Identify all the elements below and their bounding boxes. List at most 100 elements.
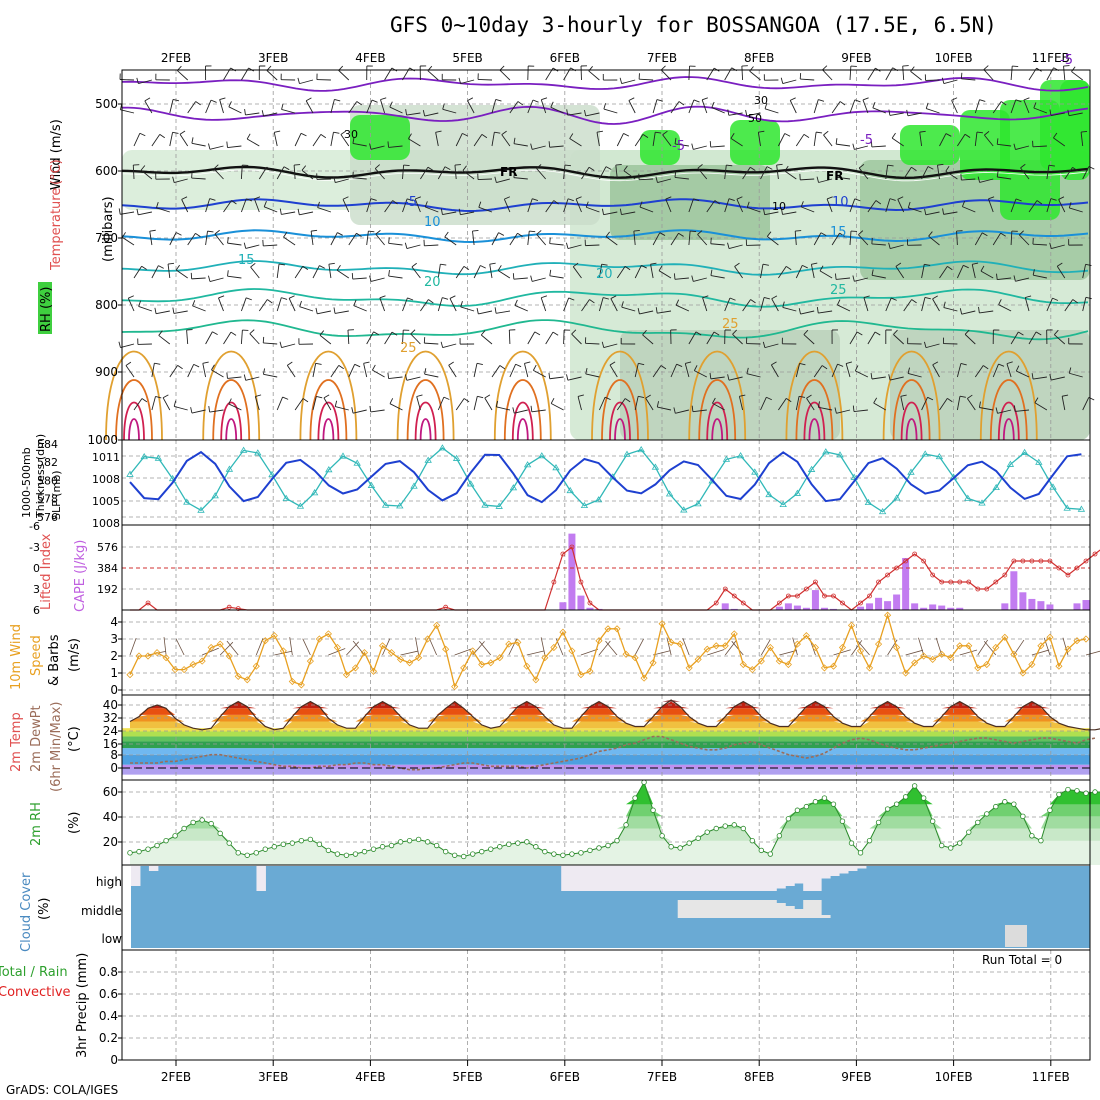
thickness-marker (765, 490, 773, 498)
wind-barb (294, 132, 307, 147)
rh-marker (695, 835, 701, 841)
rh-marker (1020, 813, 1026, 820)
wind-marker (902, 669, 910, 677)
cape-bar (829, 608, 837, 610)
wind-barb (902, 65, 909, 81)
li-marker (145, 600, 151, 606)
bl-contour (419, 418, 432, 441)
rh-cell (610, 165, 770, 240)
wind-marker (198, 657, 206, 665)
thickness-marker (325, 466, 333, 473)
wind-barb (532, 364, 546, 378)
wind-barb (312, 134, 327, 147)
wind-barb (885, 329, 892, 345)
wind-barb (380, 97, 387, 114)
wind-barb (133, 132, 146, 147)
wind-barb (816, 307, 833, 314)
wind-barb (800, 201, 815, 213)
wind-barb (509, 232, 523, 246)
wind-barb (276, 297, 288, 312)
wind-barb (978, 306, 994, 314)
surface-barb (302, 638, 311, 656)
bl-contour (900, 401, 923, 441)
wind-marker (847, 621, 856, 629)
wind-barb (980, 265, 994, 279)
wind-barb (907, 239, 922, 246)
wind-marker (369, 667, 378, 675)
wind-barb (795, 395, 806, 411)
wind-barb (202, 361, 209, 378)
wind-marker (424, 635, 432, 643)
wind-barb (849, 99, 861, 114)
wind-barb (387, 372, 403, 380)
y-tick-label: 0 (110, 1053, 118, 1067)
wind-marker (730, 630, 738, 638)
surface-barb (255, 638, 264, 656)
wind-barb (638, 173, 654, 181)
bl-contour (795, 379, 834, 441)
y-tick-label: 500 (95, 97, 118, 111)
li-marker (569, 544, 575, 550)
wind-barb (495, 400, 511, 411)
wind-barb (639, 201, 654, 213)
wind-barb (228, 101, 242, 114)
rh-marker (1038, 837, 1044, 844)
cloud-high-gap (856, 866, 867, 869)
thickness-tick: 576 (37, 511, 58, 524)
date-label-bottom: 6FEB (550, 1070, 580, 1084)
thickness-marker (850, 473, 858, 480)
wind-barb (628, 97, 636, 114)
rh-marker (406, 837, 413, 844)
li-marker (840, 600, 845, 606)
wind-barb (491, 365, 506, 378)
slp-tick: 1011 (92, 451, 120, 464)
wind-barb (536, 230, 547, 246)
wind-barb (369, 275, 385, 282)
wind-barb (276, 263, 286, 279)
wind-barb (366, 65, 373, 81)
wind-barb (151, 265, 164, 279)
wind-barb (156, 201, 170, 213)
wind-barb (888, 374, 904, 381)
ylabel-speed: Speed (29, 635, 44, 676)
ylabel-temp: Temperature (49, 188, 64, 271)
rh-marker (920, 795, 927, 801)
precip-frame (121, 949, 1091, 1061)
cape-bar (920, 607, 928, 610)
rh-marker (190, 819, 196, 826)
wind-marker (712, 642, 720, 650)
wind-barb (158, 330, 171, 345)
wind-barb (688, 99, 700, 114)
rh-marker (361, 848, 368, 855)
bl-contour (128, 418, 140, 441)
wind-barb (173, 400, 188, 411)
wind-barb (1049, 242, 1065, 250)
wind-barb (527, 230, 536, 246)
wind-barb (849, 230, 857, 246)
thickness-marker (126, 470, 134, 477)
thickness-marker (978, 499, 986, 506)
rh-marker (632, 795, 638, 801)
wind-barb (310, 229, 318, 246)
wind-barb (388, 237, 403, 246)
cloud-high-gap (839, 866, 849, 874)
wind-barb (566, 242, 582, 249)
wind-barb (633, 230, 640, 246)
rh-marker (307, 836, 314, 843)
wind-barb (333, 176, 349, 184)
wind-marker (992, 643, 1000, 652)
wind-marker (694, 655, 702, 663)
top-date-axis: 2FEB 3FEB 4FEB 5FEB 6FEB 7FEB 8FEB 9FEB 10FEB 11F… (161, 51, 1070, 65)
wind-marker (523, 662, 531, 670)
li-marker (867, 593, 872, 599)
wind-barb (616, 398, 631, 411)
wind-barb (473, 395, 484, 411)
wind-barb (599, 166, 612, 180)
wind-barb (727, 242, 743, 250)
rh-marker (172, 833, 178, 839)
cloud-high-gap (677, 866, 688, 891)
y-tick-label: 600 (95, 164, 118, 178)
wind-barb (213, 164, 224, 180)
wind-barb (437, 166, 451, 180)
